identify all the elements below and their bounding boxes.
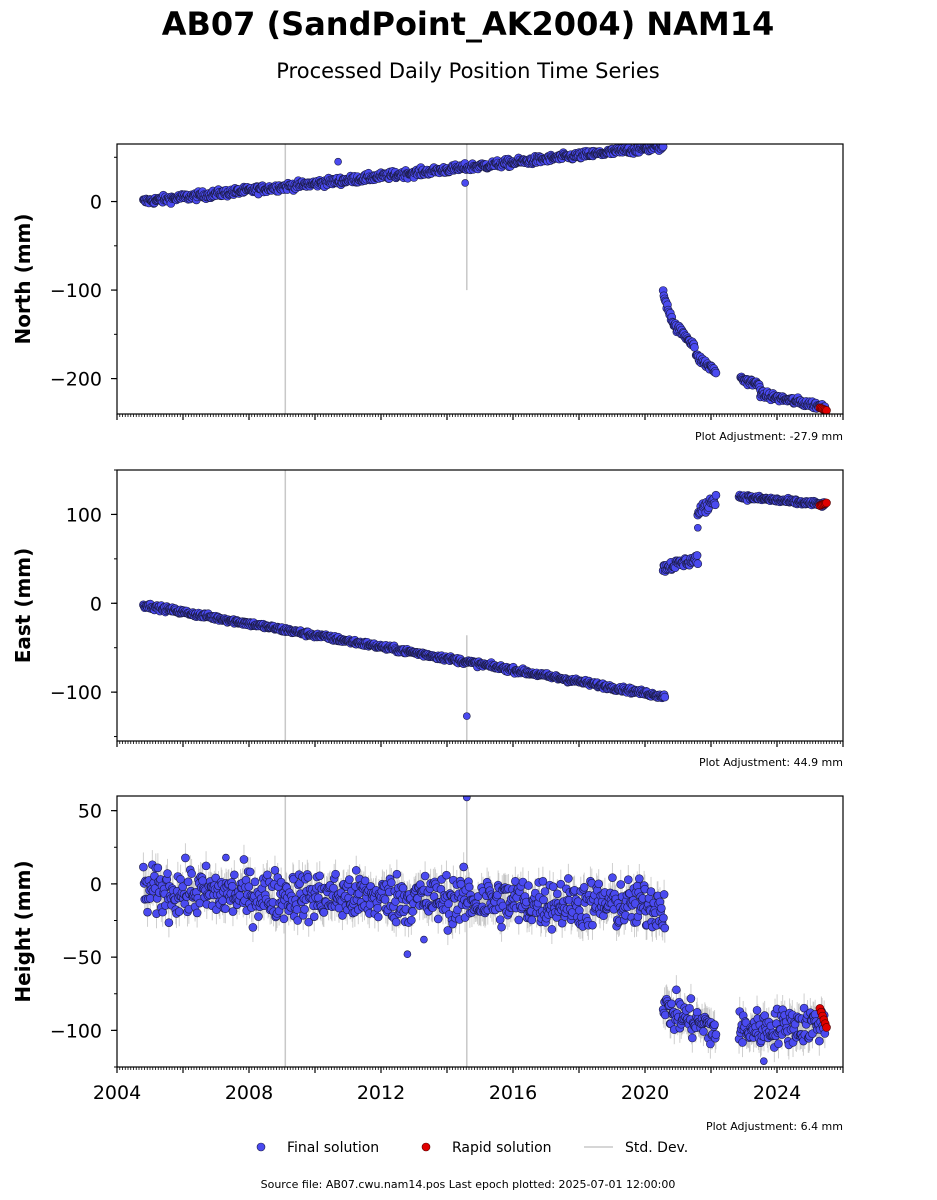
final-point — [710, 500, 720, 510]
plot-area — [139, 796, 831, 1067]
final-point — [693, 559, 703, 569]
final-point — [711, 490, 721, 500]
y-tick-label: 100 — [66, 504, 102, 526]
y-tick-label: −100 — [50, 280, 102, 302]
rapid-points — [815, 403, 831, 414]
chart-subtitle: Processed Daily Position Time Series — [276, 59, 660, 83]
final-point — [711, 368, 721, 378]
rapid-points — [815, 498, 831, 510]
chart-title: AB07 (SandPoint_AK2004) NAM14 — [162, 5, 775, 43]
rapid-point — [822, 498, 831, 508]
panels: 0 −100 −200 North (mm) Plot Adjustment: -27.… — [11, 143, 844, 1133]
stddev-bars — [142, 144, 826, 412]
outlier-point — [693, 523, 702, 532]
final-points — [139, 144, 830, 414]
rapid-point — [822, 406, 831, 414]
plot-adjustment-note: Plot Adjustment: 44.9 mm — [699, 756, 843, 769]
outlier-point — [462, 712, 471, 720]
y-tick-label: −200 — [50, 369, 102, 391]
outlier-point — [461, 179, 469, 187]
panel-1: 100 0 −100 East (mm) Plot Adjustment: 44.9 m… — [11, 469, 844, 769]
final-point — [660, 692, 670, 702]
outlier-point — [334, 157, 342, 166]
plot-area — [139, 144, 831, 414]
plot-adjustment-note: Plot Adjustment: -27.9 mm — [695, 430, 843, 443]
y-tick-label: −100 — [50, 682, 102, 704]
axes-frame — [116, 469, 844, 742]
y-tick-label: 0 — [90, 192, 102, 214]
final-point — [692, 551, 702, 560]
y-axis-label: North (mm) — [11, 213, 35, 344]
final-point — [658, 144, 668, 151]
y-axis-label: East (mm) — [11, 548, 35, 664]
final-points — [139, 490, 830, 720]
y-tick-label: 0 — [90, 593, 102, 615]
plot-area — [139, 470, 831, 741]
axes-frame — [116, 143, 844, 415]
final-point — [690, 343, 699, 352]
panel-0: 0 −100 −200 North (mm) Plot Adjustment: -27.… — [11, 143, 844, 443]
